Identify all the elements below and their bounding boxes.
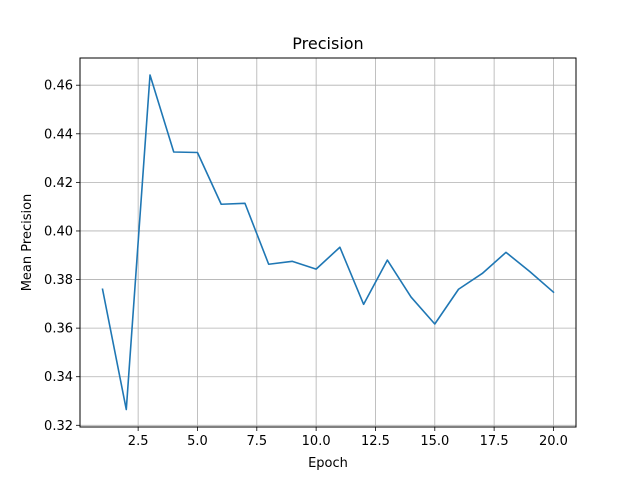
x-axis-label: Epoch [308,456,348,471]
y-tick-label: 0.38 [44,273,73,288]
x-tick-label: 20.0 [539,434,568,449]
plot-area-frame [79,57,577,428]
y-tick-label: 0.34 [44,370,73,385]
y-tick-label: 0.40 [44,224,73,239]
x-tick-label: 10.0 [302,434,331,449]
axis-ticks: 2.5 5.0 7.5 10.0 12.5 15.0 17.5 20.0 0.32 0.34 0.3… [44,79,568,449]
x-tick-label: 15.0 [420,434,449,449]
x-tick-label: 12.5 [361,434,390,449]
x-tick-label: 5.0 [187,434,208,449]
x-tick-label: 7.5 [246,434,267,449]
grid-lines [80,58,576,427]
y-axis-label: Mean Precision [20,194,35,292]
y-tick-label: 0.32 [44,419,73,434]
chart-title: Precision [292,34,363,53]
series-line [101,74,555,411]
y-tick-label: 0.44 [44,127,73,142]
y-tick-label: 0.46 [44,79,73,94]
x-tick-label: 17.5 [480,434,509,449]
x-tick-label: 2.5 [128,434,149,449]
y-tick-label: 0.36 [44,322,73,337]
y-tick-label: 0.42 [44,176,73,191]
series-layer [101,74,555,411]
